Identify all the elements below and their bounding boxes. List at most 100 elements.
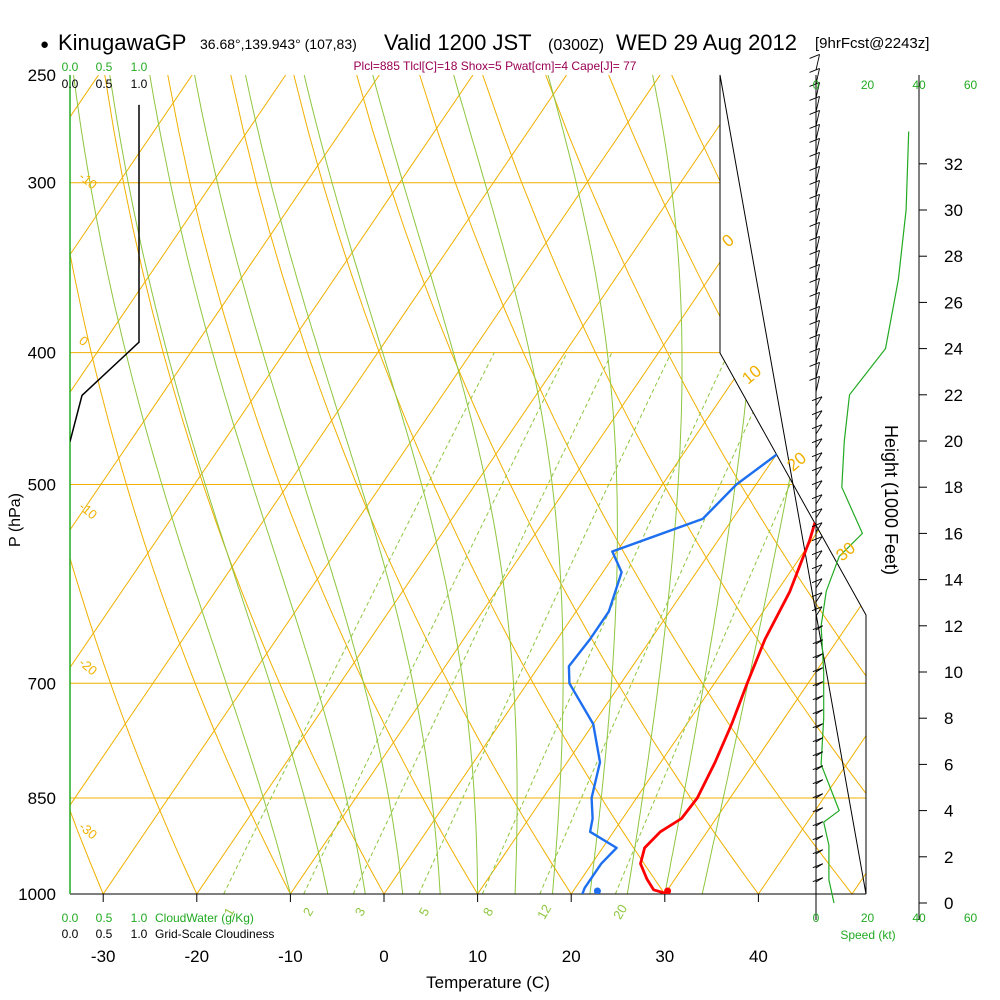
dry-adiabat-line: [356, 75, 759, 894]
dry-adiabat-line: [608, 75, 866, 894]
wind-barb: [815, 208, 820, 225]
wind-barb-flag: [809, 334, 820, 339]
wind-barb-flag: [811, 592, 823, 598]
wind-barb-flag: [811, 508, 823, 514]
wind-barb: [815, 376, 820, 393]
wind-scale-top: 20: [861, 78, 875, 92]
isotherm-line: [70, 75, 567, 894]
dry-adiabat-line: [70, 75, 291, 894]
surface-dewpoint-dot: [593, 887, 601, 894]
wind-barb-flag: [809, 250, 820, 255]
cloudwater-scale-top: 0.0: [62, 60, 79, 74]
wind-barb-flag: [811, 466, 823, 472]
wind-barb: [815, 96, 820, 113]
mixing-ratio-label: 3: [352, 905, 369, 919]
isotherm-line: [70, 75, 193, 894]
wind-barb: [815, 578, 823, 589]
height-tick-label: 6: [944, 755, 953, 774]
moist-adiabat-line: [245, 75, 441, 894]
wind-barb: [815, 536, 823, 547]
wind-barb: [815, 82, 820, 99]
wind-barb-flag: [811, 536, 823, 542]
cloudiness-label: Grid-Scale Cloudiness: [155, 927, 274, 941]
title-date: WED 29 Aug 2012: [616, 30, 797, 55]
wind-barb-flag: [809, 208, 820, 213]
wind-barb-flag: [811, 606, 823, 612]
moist-adiabat-line: [149, 75, 366, 894]
temperature-tick-label: -30: [91, 947, 116, 966]
wind-barb: [815, 466, 823, 477]
wind-barb-flag: [809, 124, 820, 129]
isotherm-line: [757, 75, 866, 894]
isotherm-line: [70, 75, 287, 894]
wind-barb-flag: [811, 452, 823, 458]
wind-barb-flag: [809, 236, 820, 241]
dry-adiabat-line: [167, 75, 479, 894]
cloudiness-scale-bottom: 1.0: [131, 927, 148, 941]
wind-barb-flag: [812, 667, 823, 673]
isotherm-line: [0, 75, 5, 894]
wind-speed-line: [820, 131, 910, 904]
pressure-tick-label: 300: [28, 174, 56, 193]
height-tick-label: 10: [944, 663, 963, 682]
height-tick-label: 22: [944, 386, 963, 405]
wind-barb-flag: [809, 54, 820, 59]
cloudwater-scale-bottom: 1.0: [131, 911, 148, 925]
isotherm-line: [477, 75, 866, 894]
mixing-ratio-label: 5: [416, 905, 433, 919]
isotherm-line: [851, 75, 866, 894]
mixing-ratio-label: 8: [480, 905, 497, 919]
temperature-tick-label: -20: [185, 947, 210, 966]
wind-barb: [815, 522, 823, 533]
moist-adiabat-line: [303, 75, 479, 894]
height-tick-label: 32: [944, 155, 963, 174]
wind-barb-flag: [812, 625, 823, 631]
moist-adiabat-line: [547, 75, 618, 894]
stats-line: Plcl=885 Tlcl[C]=18 Shox=5 Pwat[cm]=4 Ca…: [354, 59, 637, 73]
isotherm-line: [196, 75, 755, 894]
wind-barb-flag: [811, 424, 823, 430]
wind-barb-flag: [811, 438, 823, 444]
wind-barb-flag: [811, 396, 823, 402]
wind-barb: [815, 306, 820, 323]
height-tick-label: 20: [944, 432, 963, 451]
title-coords: 36.68°,139.943° (107,83): [200, 36, 357, 52]
wind-barb: [815, 396, 823, 407]
dry-adiabat-line: [419, 75, 853, 894]
dry-adiabat-label: -10: [76, 169, 100, 193]
surface-temperature-dot: [664, 887, 672, 894]
wind-barb: [815, 410, 823, 421]
cloudiness-line: [70, 104, 140, 442]
wind-barb-flag: [809, 180, 820, 185]
isotherm-line: [70, 75, 380, 894]
wind-barb-flag: [811, 522, 823, 528]
dry-adiabat-line: [70, 75, 104, 894]
dry-adiabat-line: [0, 75, 10, 894]
wind-barb: [815, 424, 823, 435]
cloudwater-label: CloudWater (g/Kg): [155, 911, 254, 925]
temperature-tick-label: -10: [278, 947, 303, 966]
moist-adiabat-line: [453, 75, 564, 894]
wind-barb-flag: [809, 110, 820, 115]
dry-adiabat-label-right: 0: [718, 230, 737, 251]
isotherm-line: [664, 75, 866, 894]
wind-barb-flag: [812, 737, 823, 743]
dry-adiabat-label: -20: [76, 655, 100, 679]
wind-barb-flag: [812, 793, 823, 799]
mixing-ratio-label: 12: [534, 902, 554, 922]
wind-barb: [815, 564, 823, 575]
height-tick-label: 2: [944, 848, 953, 867]
wind-barb-flag: [812, 779, 823, 785]
pressure-tick-label: 500: [28, 476, 56, 495]
wind-barb: [815, 452, 823, 463]
wind-barb-flag: [812, 639, 823, 645]
dry-adiabat-line: [230, 75, 572, 894]
wind-barb: [815, 152, 820, 169]
pressure-tick-label: 400: [28, 344, 56, 363]
wind-scale-top: 60: [964, 78, 978, 92]
mixing-ratio-line: [223, 352, 495, 894]
wind-barb-flag: [812, 877, 823, 883]
dewpoint-line: [567, 75, 866, 894]
dry-adiabat-label: -30: [76, 819, 100, 843]
wind-barb: [815, 480, 823, 491]
